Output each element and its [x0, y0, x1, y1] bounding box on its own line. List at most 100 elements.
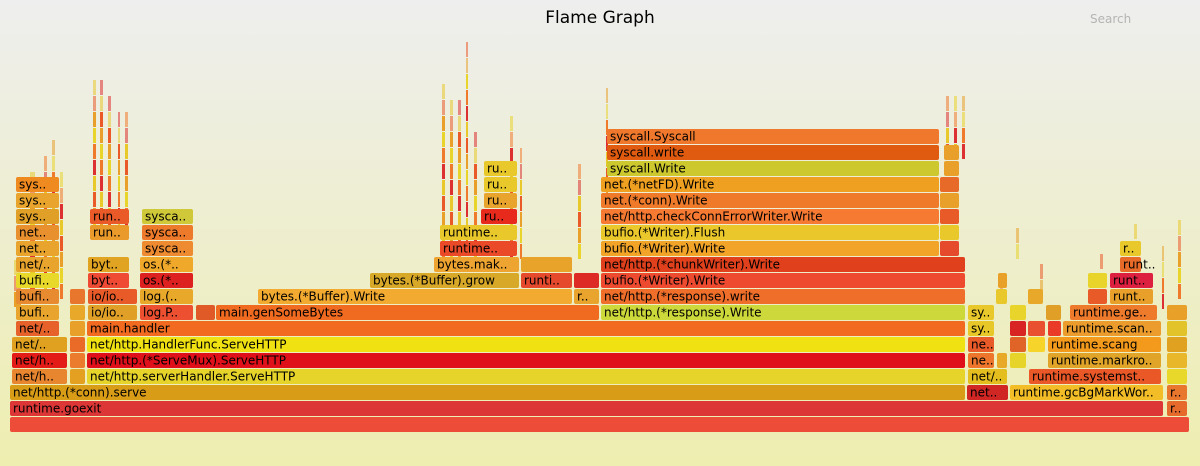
flame-frame-sliver[interactable]: [93, 96, 96, 111]
flame-frame-sliver[interactable]: [466, 58, 468, 73]
flame-frame-sliver[interactable]: [100, 128, 103, 143]
flame-frame-sliver[interactable]: [44, 156, 47, 171]
flame-frame[interactable]: run..: [90, 209, 129, 224]
flame-frame-sliver[interactable]: [458, 100, 461, 115]
flame-frame-sliver[interactable]: [450, 180, 453, 195]
flame-frame-sliver[interactable]: [1134, 224, 1137, 239]
flame-frame-sliver[interactable]: [578, 180, 581, 195]
flame-frame[interactable]: net..: [16, 225, 59, 240]
flame-frame-sliver[interactable]: [962, 144, 965, 159]
flame-frame-sliver[interactable]: [60, 236, 63, 251]
flame-frame-sliver[interactable]: [1178, 284, 1181, 299]
flame-frame[interactable]: main.handler: [87, 321, 965, 336]
flame-frame-sliver[interactable]: [108, 160, 111, 175]
flame-frame[interactable]: [1167, 305, 1187, 320]
flame-frame-sliver[interactable]: [125, 192, 128, 207]
flame-frame-sliver[interactable]: [108, 144, 111, 159]
flame-frame[interactable]: sys..: [16, 209, 59, 224]
flame-frame[interactable]: net/http.(*response).write: [601, 289, 965, 304]
flame-frame[interactable]: [1088, 289, 1107, 304]
flame-frame[interactable]: [1046, 305, 1061, 320]
flame-frame-sliver[interactable]: [520, 212, 522, 227]
flame-frame-sliver[interactable]: [458, 196, 461, 211]
flame-frame[interactable]: runtime..: [440, 225, 517, 240]
flame-frame-sliver[interactable]: [1178, 252, 1181, 267]
flame-frame-sliver[interactable]: [108, 128, 111, 143]
flame-frame[interactable]: runt..: [1110, 289, 1153, 304]
flame-frame[interactable]: bufi..: [16, 273, 59, 288]
flame-frame[interactable]: [10, 417, 1189, 432]
flame-frame-sliver[interactable]: [606, 120, 608, 135]
flame-frame[interactable]: sys..: [16, 177, 59, 192]
flame-frame-sliver[interactable]: [1162, 262, 1164, 277]
flame-frame-sliver[interactable]: [1016, 228, 1019, 243]
flame-frame-sliver[interactable]: [60, 188, 63, 203]
flame-frame[interactable]: [940, 193, 959, 208]
flame-frame-sliver[interactable]: [100, 80, 103, 95]
flame-frame[interactable]: [940, 225, 959, 240]
flame-frame[interactable]: net/..: [968, 369, 1007, 384]
flame-frame-sliver[interactable]: [442, 116, 445, 131]
flame-frame-sliver[interactable]: [466, 74, 468, 89]
flame-frame[interactable]: [998, 273, 1007, 288]
flame-frame[interactable]: runt..: [1120, 257, 1155, 272]
flame-frame[interactable]: r..: [1167, 385, 1187, 400]
flame-frame[interactable]: sysca..: [142, 241, 193, 256]
flame-frame-sliver[interactable]: [442, 148, 445, 163]
flame-frame[interactable]: byt..: [88, 273, 129, 288]
flame-frame-sliver[interactable]: [954, 112, 957, 127]
flame-frame[interactable]: [196, 305, 215, 320]
flame-frame[interactable]: syscall.write: [607, 145, 939, 160]
flame-frame-sliver[interactable]: [520, 164, 522, 179]
flame-frame[interactable]: runtime.scang: [1048, 337, 1161, 352]
flame-frame-sliver[interactable]: [60, 204, 63, 219]
flame-frame-sliver[interactable]: [125, 112, 128, 127]
flame-frame-sliver[interactable]: [118, 176, 120, 191]
flame-frame-sliver[interactable]: [442, 132, 445, 147]
flame-frame[interactable]: [70, 321, 85, 336]
flame-frame[interactable]: [1028, 289, 1043, 304]
flame-frame[interactable]: [944, 161, 959, 176]
flame-frame[interactable]: os.(*..: [140, 257, 193, 272]
flame-frame-sliver[interactable]: [100, 96, 103, 111]
flame-frame[interactable]: r..: [1167, 401, 1187, 416]
flame-frame-sliver[interactable]: [442, 164, 445, 179]
flame-frame[interactable]: net.(*netFD).Write: [601, 177, 939, 192]
flame-frame-sliver[interactable]: [100, 176, 103, 191]
flame-frame[interactable]: sys..: [16, 193, 59, 208]
flame-frame[interactable]: byt..: [88, 257, 129, 272]
flame-frame[interactable]: net/http.(*response).Write: [601, 305, 965, 320]
flame-frame[interactable]: os.(*..: [140, 273, 193, 288]
flame-frame-sliver[interactable]: [474, 132, 477, 147]
flame-frame-sliver[interactable]: [93, 144, 96, 159]
flame-frame-sliver[interactable]: [450, 116, 453, 131]
flame-frame[interactable]: [944, 145, 959, 160]
flame-frame[interactable]: ru..: [484, 161, 517, 176]
flame-frame[interactable]: [521, 257, 572, 272]
flame-frame-sliver[interactable]: [1016, 244, 1019, 259]
flame-frame-sliver[interactable]: [474, 196, 477, 211]
flame-frame[interactable]: io/io..: [88, 305, 137, 320]
flame-frame-sliver[interactable]: [954, 128, 957, 143]
flame-frame-sliver[interactable]: [458, 164, 461, 179]
flame-frame-sliver[interactable]: [946, 96, 949, 111]
flame-frame[interactable]: [996, 289, 1007, 304]
flame-frame-sliver[interactable]: [118, 128, 120, 143]
flame-frame-sliver[interactable]: [60, 284, 63, 299]
flame-frame-sliver[interactable]: [466, 90, 468, 105]
flame-frame-sliver[interactable]: [450, 212, 453, 227]
flame-frame-sliver[interactable]: [946, 128, 949, 143]
flame-frame[interactable]: log.(..: [140, 289, 193, 304]
flame-frame-sliver[interactable]: [606, 168, 608, 183]
flame-frame-sliver[interactable]: [458, 116, 461, 131]
flame-frame-sliver[interactable]: [108, 96, 111, 111]
flame-frame-sliver[interactable]: [578, 212, 581, 227]
flame-frame[interactable]: [940, 209, 959, 224]
flame-frame[interactable]: [70, 305, 85, 320]
flame-frame-sliver[interactable]: [458, 180, 461, 195]
flame-frame[interactable]: [1167, 321, 1187, 336]
flame-frame[interactable]: [70, 337, 85, 352]
flame-frame-sliver[interactable]: [118, 144, 120, 159]
flame-frame-sliver[interactable]: [520, 148, 522, 163]
flame-frame-sliver[interactable]: [510, 132, 513, 147]
